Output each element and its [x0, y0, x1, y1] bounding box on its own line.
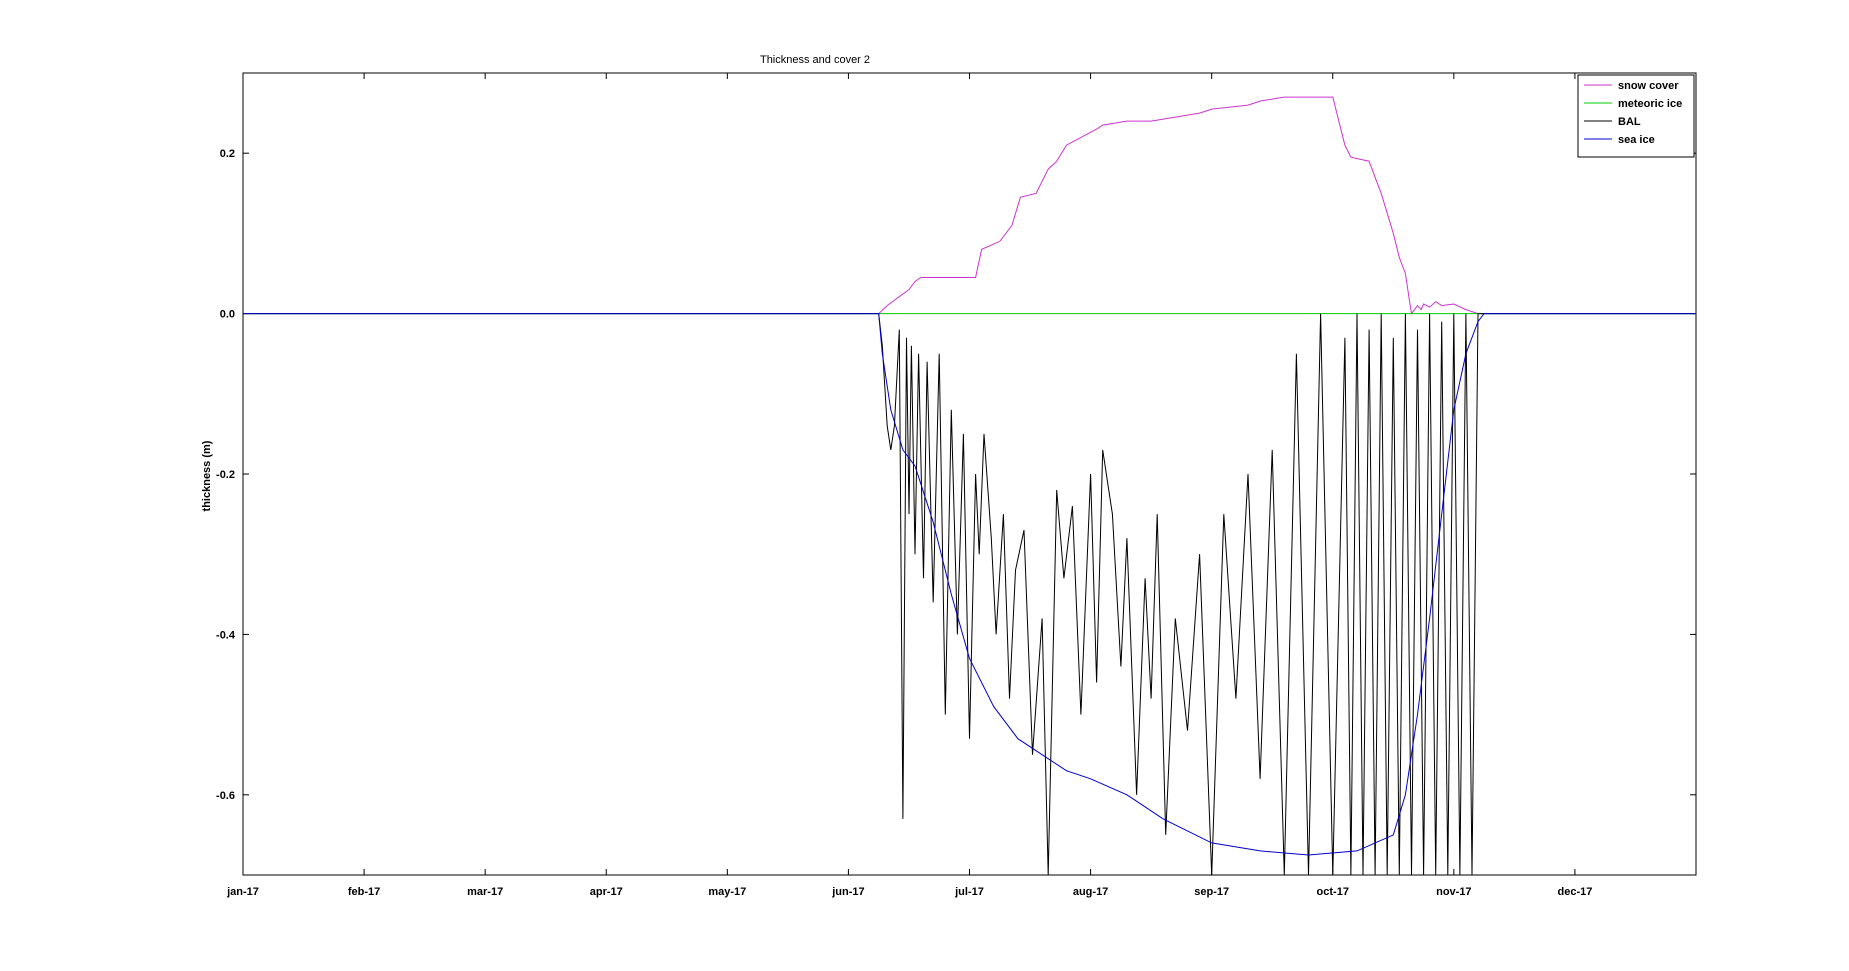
legend-box: [1577, 74, 1695, 158]
series-line-sea-ice: [243, 313, 1696, 856]
x-tick-label: oct-17: [1317, 886, 1349, 898]
axis-ticks: jan-17 feb-17 mar-17 apr-17 may-17 jun-17 jul-…: [216, 73, 1696, 898]
x-tick-label: aug-17: [1073, 886, 1108, 898]
x-tick-label: apr-17: [590, 886, 623, 898]
legend-label: sea ice: [1618, 134, 1655, 146]
y-tick-label: 0.2: [220, 148, 235, 160]
legend-label: BAL: [1618, 116, 1641, 128]
y-tick-label: -0.6: [216, 790, 235, 802]
y-tick-label: 0.0: [220, 309, 235, 321]
x-tick-label: nov-17: [1436, 886, 1471, 898]
x-tick-label: feb-17: [348, 886, 380, 898]
plot-area: [242, 72, 1697, 876]
x-tick-label: mar-17: [467, 886, 503, 898]
x-tick-label: sep-17: [1194, 886, 1229, 898]
series-line-bal: [243, 313, 1696, 875]
x-tick-label: may-17: [708, 886, 746, 898]
x-tick-label: jan-17: [226, 886, 259, 898]
x-tick-label: jun-17: [831, 886, 864, 898]
chart-title: Thickness and cover 2: [760, 54, 870, 66]
legend-label: meteoric ice: [1618, 98, 1682, 110]
series-line-snow-cover: [243, 96, 1696, 315]
y-tick-label: -0.4: [216, 629, 236, 641]
plot-frame: [242, 72, 1697, 876]
legend-label: snow cover: [1618, 80, 1679, 92]
x-tick-label: dec-17: [1557, 886, 1592, 898]
series-layer: [243, 96, 1696, 875]
x-tick-label: jul-17: [954, 886, 984, 898]
y-axis-label: thickness (m): [201, 440, 213, 511]
y-tick-label: -0.2: [216, 469, 235, 481]
legend: snow cover meteoric ice BAL sea ice: [1577, 74, 1695, 158]
